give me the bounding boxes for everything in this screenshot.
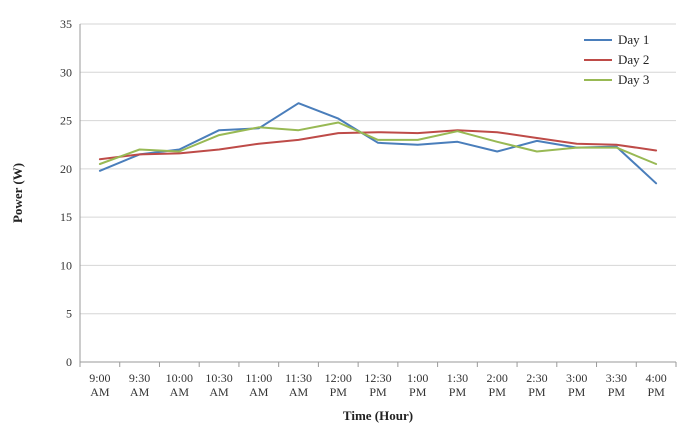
y-tick-label: 35 <box>60 17 72 31</box>
x-tick-label-period: AM <box>209 385 229 399</box>
legend-label: Day 1 <box>618 32 649 47</box>
series-line-2 <box>98 129 658 161</box>
x-tick-label: 10:30 <box>205 371 232 385</box>
x-tick-label-period: PM <box>647 385 665 399</box>
x-tick-label: 12:00 <box>325 371 352 385</box>
x-tick-label-period: AM <box>289 385 309 399</box>
y-tick-label: 10 <box>60 258 72 272</box>
series-lines <box>98 102 658 185</box>
x-tick-label-period: PM <box>568 385 586 399</box>
legend-label: Day 3 <box>618 72 649 87</box>
x-tick-label: 1:00 <box>407 371 428 385</box>
x-tick-label: 2:00 <box>487 371 508 385</box>
x-tick-label: 12:30 <box>364 371 391 385</box>
y-tick-label: 0 <box>66 355 72 369</box>
x-tick-label-period: PM <box>528 385 546 399</box>
x-tick-label: 3:30 <box>606 371 627 385</box>
series-line-3 <box>98 121 658 165</box>
x-tick-label-period: AM <box>249 385 269 399</box>
axes: 051015202530359:00AM9:30AM10:00AM10:30AM… <box>60 17 677 399</box>
x-tick-label: 9:00 <box>89 371 110 385</box>
x-tick-label-period: PM <box>449 385 467 399</box>
x-tick-label: 10:00 <box>166 371 193 385</box>
x-tick-label-period: PM <box>409 385 427 399</box>
y-tick-label: 15 <box>60 210 72 224</box>
x-tick-label: 1:30 <box>447 371 468 385</box>
x-axis-title: Time (Hour) <box>343 408 413 423</box>
x-tick-label: 4:00 <box>645 371 666 385</box>
x-tick-label-period: PM <box>330 385 348 399</box>
legend-label: Day 2 <box>618 52 649 67</box>
y-tick-label: 20 <box>60 162 72 176</box>
x-tick-label-period: AM <box>130 385 150 399</box>
x-tick-label-period: PM <box>369 385 387 399</box>
x-tick-label-period: AM <box>90 385 110 399</box>
x-tick-label: 11:30 <box>285 371 312 385</box>
y-tick-label: 25 <box>60 114 72 128</box>
x-tick-label: 9:30 <box>129 371 150 385</box>
legend: Day 1 Day 2 Day 3 <box>584 32 649 87</box>
x-tick-label-period: PM <box>489 385 507 399</box>
x-tick-label: 11:00 <box>245 371 272 385</box>
y-axis-title: Power (W) <box>10 163 25 223</box>
x-tick-label-period: AM <box>170 385 190 399</box>
gridlines <box>80 23 676 315</box>
y-tick-label: 5 <box>66 307 72 321</box>
x-tick-label-period: PM <box>608 385 626 399</box>
x-tick-label: 3:00 <box>566 371 587 385</box>
series-line-1 <box>98 102 658 185</box>
x-tick-label: 2:30 <box>526 371 547 385</box>
y-tick-label: 30 <box>60 65 72 79</box>
